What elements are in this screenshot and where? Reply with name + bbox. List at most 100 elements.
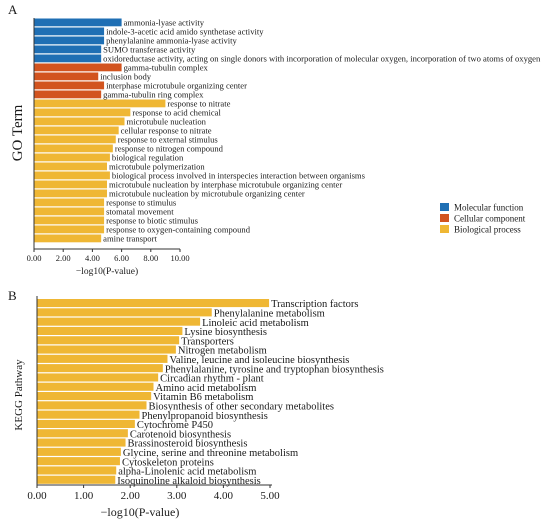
go-term-label: phenylalanine ammonia-lyase activity [106,36,237,46]
kegg-bar [37,429,128,438]
kegg-pathway-label: Carotenoid biosynthesis [130,429,231,440]
go-x-tick-label: 6.00 [114,253,129,263]
kegg-pathway-label: Transporters [181,336,234,347]
go-bar [34,99,166,108]
go-x-tick-label: 8.00 [143,253,158,263]
kegg-x-tick-label: 0.00 [27,490,47,502]
kegg-bar [37,354,168,363]
kegg-x-tick-label: 1.00 [74,490,94,502]
go-term-label: response to nitrogen compound [115,144,224,154]
go-y-axis-label: GO Term [10,104,26,161]
legend-swatch [440,203,449,211]
go-term-label: interphase microtubule organizing center [106,81,247,91]
kegg-pathway-label: Phenylalanine, tyrosine and tryptophan b… [165,364,384,375]
kegg-pathway-label: Glycine, serine and threonine metabolism [123,448,298,459]
kegg-bar [37,466,117,475]
kegg-bar [37,475,116,484]
go-term-label: cellular response to nitrate [121,126,212,136]
kegg-pathway-label: Biosynthesis of other secondary metaboli… [149,402,334,413]
panel-b-letter: B [8,288,17,303]
go-bar [34,180,107,189]
kegg-pathway-label: alpha-Linolenic acid metabolism [118,467,256,478]
go-bar [34,171,110,180]
go-term-label: stomatal movement [106,207,174,217]
go-term-label: gamma-tubulin complex [124,63,209,73]
kegg-pathway-label: Circadian rhythm - plant [160,374,264,385]
legend-label: Biological process [454,225,521,235]
kegg-bar [37,410,140,419]
kegg-bar [37,308,212,317]
go-bar [34,54,102,63]
go-bar [34,126,119,135]
go-bar [34,63,122,72]
kegg-bar [37,401,147,410]
kegg-pathway-label: Vitamin B6 metabolism [153,392,253,403]
go-term-label: amine transport [103,234,157,244]
go-bar [34,135,116,144]
go-term-label: response to stimulus [106,198,177,208]
go-x-tick-label: 4.00 [85,253,100,263]
go-x-tick-label: 2.00 [56,253,71,263]
kegg-x-tick-label: 5.00 [260,490,280,502]
go-term-label: SUMO transferase activity [103,45,196,55]
go-bar [34,207,105,216]
go-bar [34,45,102,54]
kegg-bar [37,336,180,345]
kegg-pathway-label: Brassinosteroid biosynthesis [128,439,248,450]
kegg-pathway-label: Phenylalanine metabolism [214,309,325,320]
go-term-label: biological regulation [112,153,184,163]
go-bar [34,216,105,225]
go-term-label: response to nitrate [167,99,230,109]
go-term-label: microtubule polymerization [109,162,205,172]
legend-label: Molecular function [454,203,524,213]
go-term-label: oxidoreductase activity, acting on singl… [103,54,541,64]
kegg-bar [37,317,201,326]
go-term-label: response to biotic stimulus [106,216,199,226]
legend-label: Cellular component [454,214,526,224]
go-x-axis-label: −log10(P-value) [76,266,138,277]
kegg-bar [37,392,152,401]
kegg-pathway-label: Valine, leucine and isoleucine biosynthe… [169,355,349,366]
go-bar [34,144,113,153]
go-bar [34,18,122,27]
go-term-label: ammonia-lyase activity [124,18,205,28]
go-bar [34,225,105,234]
go-bar [34,81,105,90]
kegg-bar [37,419,135,428]
go-bar [34,162,107,171]
kegg-bar [37,382,154,391]
go-x-tick-label: 0.00 [27,253,42,263]
legend-swatch [440,214,449,222]
kegg-bar [37,447,121,456]
go-bar [34,234,102,243]
go-bar [34,27,105,36]
go-term-label: inclusion body [100,72,152,82]
kegg-bar [37,364,163,373]
kegg-bar [37,299,270,308]
go-term-label: microtubule nucleation by microtubule or… [109,189,305,199]
go-term-label: microtubule nucleation by interphase mic… [109,180,342,190]
kegg-pathway-label: Amino acid metabolism [156,383,257,394]
go-bar [34,90,102,99]
go-bar [34,108,131,117]
go-term-label: response to oxygen-containing compound [106,225,251,235]
kegg-bar [37,373,159,382]
go-term-label: gamma-tubulin ring complex [103,90,204,100]
go-term-label: microtubule nucleation [127,117,207,127]
kegg-x-tick-label: 2.00 [121,490,141,502]
go-bar [34,36,105,45]
kegg-pathway-label: Linoleic acid metabolism [202,318,309,329]
kegg-pathway-label: Cytochrome P450 [137,420,213,431]
go-term-label: biological process involved in interspec… [112,171,366,181]
go-term-label: response to external stimulus [118,135,219,145]
go-bar [34,153,110,162]
go-bar [34,72,99,81]
kegg-x-tick-label: 4.00 [214,490,234,502]
go-term-label: response to acid chemical [132,108,221,118]
go-term-label: indole-3-acetic acid amido synthetase ac… [106,27,264,37]
kegg-bar [37,438,126,447]
